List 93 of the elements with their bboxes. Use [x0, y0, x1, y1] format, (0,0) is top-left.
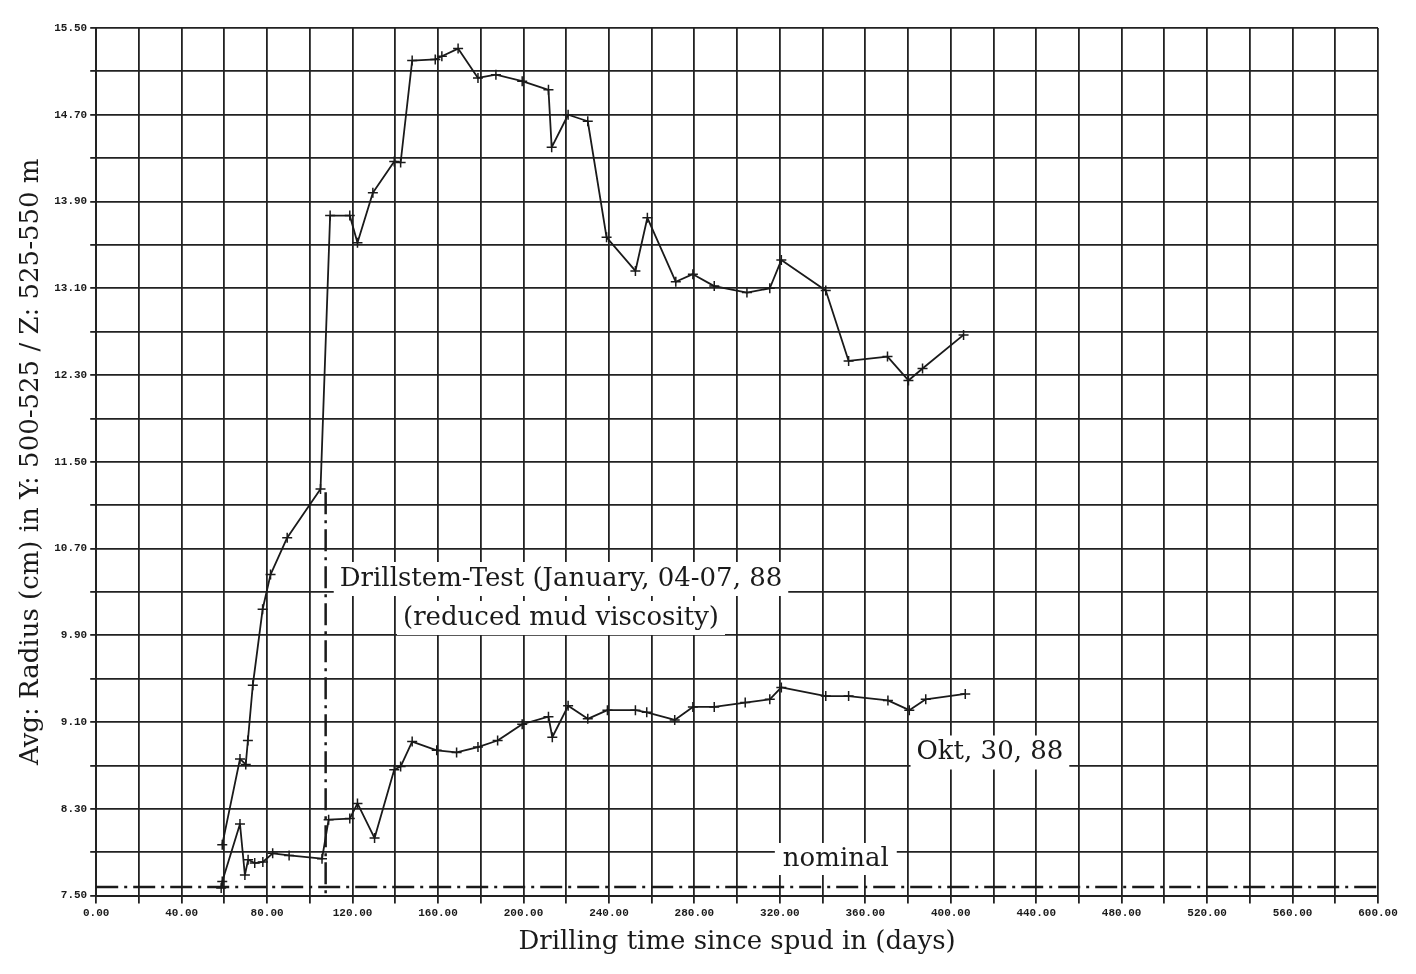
- point: [322, 813, 335, 826]
- y-tick-label: 15.50: [54, 21, 88, 34]
- point: [368, 832, 381, 844]
- point: [687, 701, 699, 713]
- x-tick-label: 480.00: [1101, 906, 1142, 919]
- point: [820, 284, 832, 297]
- point: [216, 838, 228, 851]
- point: [708, 280, 720, 292]
- point: [283, 849, 295, 862]
- point: [600, 231, 613, 244]
- point: [388, 155, 400, 168]
- point: [490, 68, 502, 81]
- annotation: Drillstem-Test (January, 04-07, 88: [339, 561, 783, 592]
- y-axis-title: Avg: Radius (cm) in Y: 500-525 / Z: 525-550 m: [14, 158, 45, 767]
- point: [545, 141, 558, 154]
- point: [344, 812, 356, 825]
- y-tick-label: 13.10: [54, 282, 88, 295]
- x-tick-label: 360.00: [845, 906, 886, 919]
- point: [491, 734, 504, 747]
- x-tick-label: 200.00: [503, 906, 544, 919]
- point: [601, 704, 614, 716]
- point: [957, 329, 970, 341]
- point: [582, 713, 594, 725]
- ref-line-label: nominal: [782, 841, 889, 872]
- x-tick-label: 320.00: [760, 906, 800, 919]
- point: [367, 187, 379, 199]
- point: [266, 847, 279, 860]
- point: [452, 42, 464, 55]
- point: [902, 374, 915, 387]
- point: [842, 690, 855, 702]
- point: [775, 254, 788, 266]
- y-tick-label: 9.90: [60, 629, 88, 642]
- point: [256, 603, 269, 616]
- point: [406, 54, 418, 67]
- point: [406, 735, 418, 748]
- x-tick-label: 0.00: [83, 906, 110, 919]
- point: [546, 731, 559, 744]
- y-tick-label: 13.90: [54, 195, 88, 208]
- point: [324, 209, 336, 222]
- point: [641, 212, 654, 224]
- point: [450, 746, 463, 759]
- point: [516, 75, 528, 87]
- point: [842, 355, 855, 367]
- point: [542, 84, 555, 96]
- point: [257, 856, 269, 868]
- y-tick-label: 7.50: [60, 889, 88, 902]
- point: [903, 704, 916, 716]
- x-tick-label: 120.00: [332, 906, 373, 919]
- y-tick-label: 14.70: [54, 108, 88, 121]
- y-tick-label: 9.10: [60, 715, 88, 728]
- point: [739, 696, 751, 709]
- y-tick-label: 11.50: [54, 455, 88, 468]
- point: [919, 693, 932, 706]
- point: [281, 531, 293, 544]
- point: [916, 362, 929, 375]
- point: [670, 276, 682, 288]
- point: [562, 700, 574, 712]
- x-tick-label: 40.00: [165, 906, 199, 919]
- y-tick-label: 10.70: [54, 542, 88, 555]
- x-tick-label: 280.00: [674, 906, 715, 919]
- y-tick-label: 12.30: [54, 368, 88, 381]
- x-tick-label: 440.00: [1016, 906, 1056, 919]
- point: [242, 734, 254, 747]
- annotation: Okt, 30, 88: [916, 735, 1064, 766]
- x-tick-label: 160.00: [418, 906, 458, 919]
- point: [775, 681, 788, 694]
- point: [881, 350, 894, 363]
- point: [764, 693, 776, 706]
- annotation: (reduced mud viscosity): [402, 600, 719, 631]
- point: [516, 718, 528, 730]
- x-tick-label: 600.00: [1358, 906, 1398, 919]
- y-tick-label: 8.30: [60, 802, 88, 815]
- x-tick-label: 240.00: [589, 906, 629, 919]
- point: [429, 53, 441, 66]
- point: [344, 209, 356, 222]
- point: [314, 483, 327, 495]
- point: [629, 704, 642, 716]
- point: [629, 265, 642, 277]
- point: [582, 115, 594, 128]
- x-tick-label: 560.00: [1272, 906, 1313, 919]
- point: [668, 714, 681, 726]
- point: [394, 760, 407, 773]
- point: [959, 688, 972, 700]
- point: [247, 679, 259, 691]
- x-axis-title: Drilling time since spud in (days): [518, 925, 956, 956]
- x-tick-label: 80.00: [250, 906, 284, 919]
- point: [472, 72, 484, 84]
- point: [436, 50, 448, 62]
- point: [687, 268, 699, 280]
- x-tick-label: 400.00: [930, 906, 971, 919]
- point: [882, 694, 894, 707]
- point: [264, 568, 277, 581]
- x-tick-label: 520.00: [1187, 906, 1227, 919]
